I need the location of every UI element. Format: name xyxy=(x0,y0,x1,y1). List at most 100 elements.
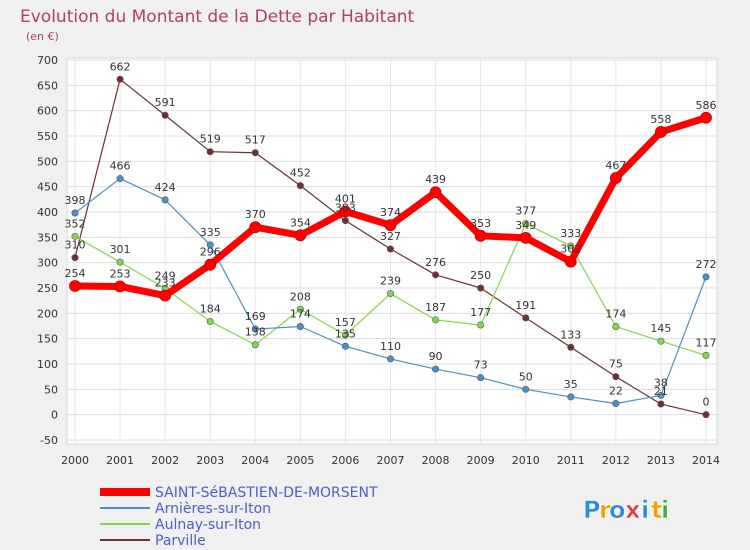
data-label: 233 xyxy=(155,277,176,290)
data-label: 352 xyxy=(65,217,86,230)
logo-letter: x xyxy=(625,496,641,524)
data-point xyxy=(71,209,79,217)
data-label: 187 xyxy=(425,301,446,314)
data-label: 349 xyxy=(515,219,536,232)
x-tick-label: 2012 xyxy=(602,454,630,467)
data-label: 558 xyxy=(650,113,671,126)
data-point xyxy=(700,111,712,124)
data-label: 439 xyxy=(425,173,446,186)
data-point xyxy=(657,400,665,408)
data-label: 467 xyxy=(605,159,626,172)
y-tick-label: 650 xyxy=(37,79,58,92)
data-point xyxy=(429,186,442,199)
data-point xyxy=(702,411,710,419)
data-point xyxy=(69,280,81,292)
data-label: 374 xyxy=(380,206,401,219)
data-label: 662 xyxy=(110,60,131,73)
data-label: 21 xyxy=(654,385,668,398)
y-tick-label: 250 xyxy=(37,282,58,295)
x-tick-label: 2014 xyxy=(692,454,720,467)
x-tick-label: 2006 xyxy=(331,454,359,467)
y-tick-label: 600 xyxy=(37,105,58,118)
legend: SAINT-SéBASTIEN-DE-MORSENTArnières-sur-I… xyxy=(100,485,378,549)
data-labels: 254 253 233 296 370 354 401 374 439 353 349 302 467 5… xyxy=(65,60,717,408)
data-point xyxy=(432,271,440,279)
data-label: 75 xyxy=(609,358,623,371)
data-point xyxy=(567,242,575,250)
y-tick-label: 400 xyxy=(37,206,58,219)
data-point xyxy=(564,255,577,268)
data-label: 184 xyxy=(200,302,221,315)
data-label: 174 xyxy=(605,308,626,321)
data-label: 310 xyxy=(65,239,86,252)
data-label: 302 xyxy=(560,243,581,256)
data-point xyxy=(341,342,349,350)
data-point xyxy=(161,196,169,204)
data-label: 254 xyxy=(65,267,86,280)
data-label: 519 xyxy=(200,133,221,146)
x-tick-label: 2003 xyxy=(196,454,224,467)
data-point xyxy=(339,205,352,218)
data-label: 377 xyxy=(515,205,536,218)
data-point xyxy=(477,374,485,382)
data-label: 73 xyxy=(474,359,488,372)
logo-letter: r xyxy=(599,496,611,524)
data-point xyxy=(522,314,530,322)
y-tick-label: 450 xyxy=(37,181,58,194)
data-label: 157 xyxy=(335,316,356,329)
y-tick-label: 500 xyxy=(37,155,58,168)
data-label: 35 xyxy=(564,378,578,391)
y-tick-label: 700 xyxy=(37,54,58,67)
legend-entry: Parville xyxy=(155,533,206,549)
logo-letter: i xyxy=(641,496,649,524)
data-point xyxy=(206,241,214,249)
data-point xyxy=(657,391,665,399)
x-tick-label: 2011 xyxy=(557,454,585,467)
data-label: 398 xyxy=(65,194,86,207)
y-tick-label: 350 xyxy=(37,231,58,244)
data-point xyxy=(296,305,304,313)
legend-entry: Arnières-sur-Iton xyxy=(155,501,271,517)
data-label: 135 xyxy=(335,327,356,340)
data-label: 250 xyxy=(470,269,491,282)
data-point xyxy=(702,273,710,281)
data-label: 208 xyxy=(290,290,311,303)
data-label: 327 xyxy=(380,230,401,243)
data-label: 191 xyxy=(515,299,536,312)
data-point xyxy=(161,111,169,119)
chart-subtitle: (en €) xyxy=(26,30,59,43)
data-label: 586 xyxy=(696,99,717,112)
data-label: 38 xyxy=(654,376,668,389)
data-point xyxy=(386,245,394,253)
data-label: 50 xyxy=(519,370,533,383)
data-point xyxy=(612,373,620,381)
series-group xyxy=(69,75,712,419)
x-tick-label: 2013 xyxy=(647,454,675,467)
data-label: 239 xyxy=(380,275,401,288)
data-label: 174 xyxy=(290,308,311,321)
legend-entry: Aulnay-sur-Iton xyxy=(155,517,261,533)
x-tick-label: 2000 xyxy=(61,454,89,467)
data-point xyxy=(114,280,126,293)
logo-letter: o xyxy=(609,496,626,524)
data-point xyxy=(522,220,530,228)
data-point xyxy=(519,231,532,244)
data-point xyxy=(657,337,665,345)
y-tick-label: 150 xyxy=(37,333,58,346)
data-label: 138 xyxy=(245,326,266,339)
data-point xyxy=(251,149,259,157)
x-tick-label: 2009 xyxy=(467,454,495,467)
logo-letter: i xyxy=(661,496,669,524)
data-label: 110 xyxy=(380,340,401,353)
data-label: 249 xyxy=(155,270,176,283)
data-label: 335 xyxy=(200,226,221,239)
chart-title: Evolution du Montant de la Dette par Hab… xyxy=(20,7,415,27)
data-point xyxy=(71,254,79,262)
data-point xyxy=(522,385,530,393)
data-point xyxy=(206,317,214,325)
data-point xyxy=(612,400,620,408)
data-point xyxy=(296,323,304,331)
data-point xyxy=(384,219,397,232)
